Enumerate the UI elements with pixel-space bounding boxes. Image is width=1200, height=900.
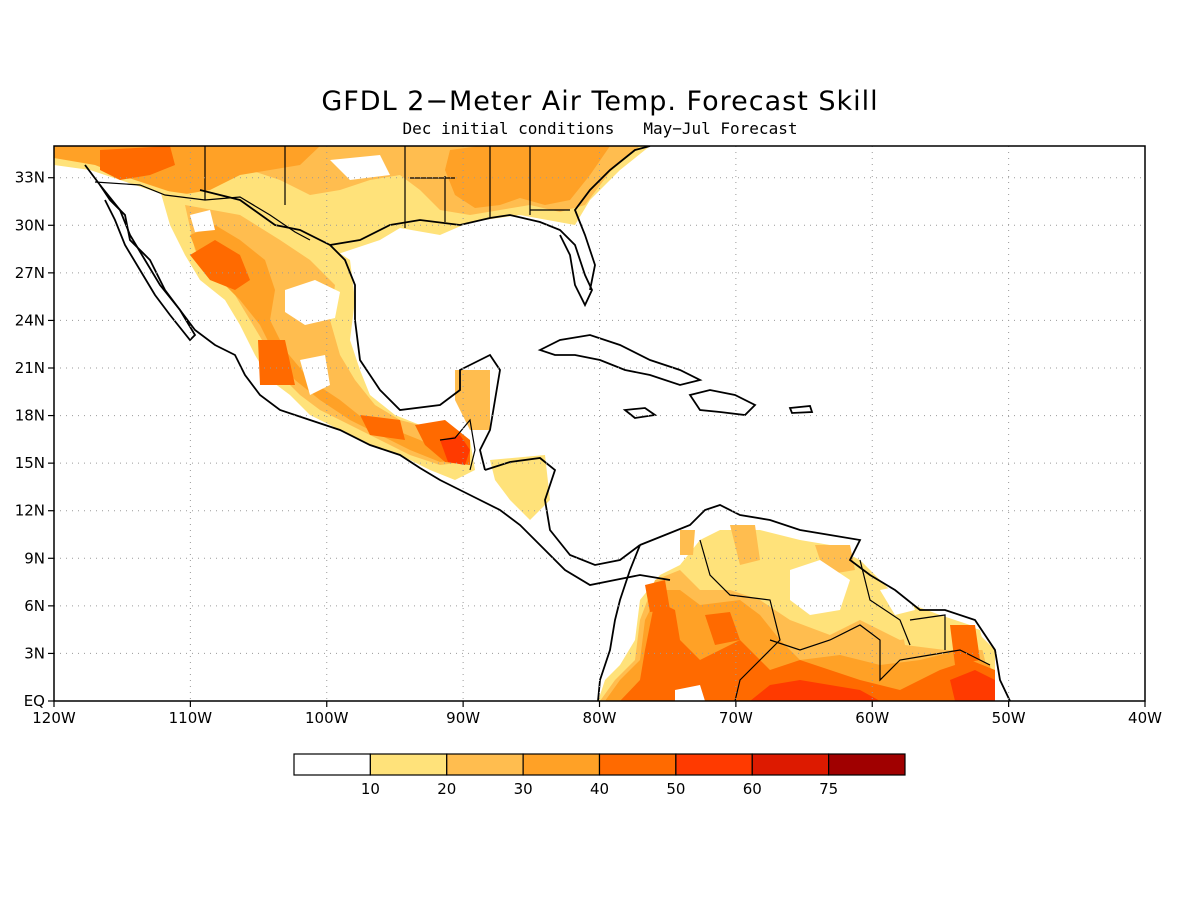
coastline-cuba — [537, 334, 703, 386]
lat-tick-label: 21N — [15, 359, 45, 377]
skill-region-southamerica-peak — [620, 600, 995, 701]
legend-swatch — [293, 753, 371, 776]
skill-gap-sa-1 — [790, 560, 850, 615]
skill-shading — [54, 146, 995, 701]
map-title: GFDL 2−Meter Air Temp. Forecast Skill — [321, 86, 879, 117]
lon-tick-label: 60W — [855, 709, 889, 727]
legend-label: 20 — [437, 780, 456, 798]
coastlines — [84, 146, 1011, 701]
legend-label: 50 — [666, 780, 685, 798]
skill-region-centralamerica — [490, 455, 550, 520]
skill-region-usa-peak — [100, 146, 175, 180]
coastline-baja — [99, 184, 197, 342]
coastline-florida-atlantic — [573, 146, 651, 291]
coastline-north-america — [84, 164, 671, 586]
skill-gap-mexico-2 — [300, 355, 330, 395]
lon-tick-label: 70W — [719, 709, 753, 727]
legend-label: 75 — [819, 780, 838, 798]
legend-swatch — [598, 753, 677, 776]
legend-label: 40 — [590, 780, 609, 798]
coastline-jamaica — [622, 407, 658, 419]
skill-region-mexico-high — [190, 225, 455, 462]
color-legend: 10 20 30 40 50 60 75 — [293, 753, 906, 798]
latitude-axis: EQ 3N 6N 9N 12N 15N 18N 21N 24N 27N 30N 33N — [15, 169, 54, 710]
lon-tick-label: 120W — [32, 709, 76, 727]
legend-swatch — [369, 753, 448, 776]
legend-label: 30 — [514, 780, 533, 798]
lon-tick-label: 50W — [992, 709, 1026, 727]
skill-region-guatemala-peak — [440, 435, 470, 465]
coastline-hispaniola — [688, 389, 757, 416]
lat-tick-label: 33N — [15, 169, 45, 187]
lon-tick-label: 110W — [169, 709, 213, 727]
border-guyanas — [859, 559, 946, 650]
lon-tick-label: 100W — [305, 709, 349, 727]
lat-tick-label: 6N — [24, 597, 45, 615]
lat-tick-label: 18N — [15, 407, 45, 425]
lat-tick-label: 15N — [15, 454, 45, 472]
lat-tick-label: 3N — [24, 644, 45, 662]
skill-region-usa-east — [445, 146, 610, 208]
legend-swatch — [675, 753, 753, 776]
lat-tick-label: 9N — [24, 549, 45, 567]
lon-tick-label: 90W — [446, 709, 480, 727]
border-guatemala — [439, 418, 476, 471]
skill-region-guyana-peak — [950, 625, 980, 665]
lat-tick-label: 27N — [15, 264, 45, 282]
skill-gap-sa-2 — [880, 585, 915, 615]
lon-tick-label: 40W — [1128, 709, 1162, 727]
legend-swatch — [828, 753, 906, 776]
coastline-gulf — [199, 189, 501, 471]
coastline-puerto-rico — [788, 405, 814, 414]
legend-swatch — [446, 753, 524, 776]
skill-region-colombia-peak — [645, 580, 740, 645]
gridlines — [54, 146, 1145, 701]
skill-gap-mexico-3 — [190, 210, 215, 232]
border-usa-mexico — [94, 181, 311, 241]
map-subtitle: Dec initial conditions May−Jul Forecast — [402, 119, 798, 138]
coastline-south-america — [639, 504, 1011, 701]
skill-region-yucatan — [455, 370, 490, 430]
lat-tick-label: 12N — [15, 502, 45, 520]
skill-gap-sa-3 — [675, 685, 705, 701]
skill-region-venezuela — [680, 525, 855, 575]
longitude-axis: 120W 110W 100W 90W 80W 70W 60W 50W 40W — [32, 701, 1162, 727]
lat-tick-label: 24N — [15, 311, 45, 329]
legend-swatch — [751, 753, 830, 776]
border-brazil-north — [769, 624, 991, 682]
lat-tick-label: 30N — [15, 216, 45, 234]
coastline-central-america — [484, 457, 641, 566]
legend-swatch — [522, 753, 601, 776]
legend-label: 10 — [361, 780, 380, 798]
skill-gap-usa-1 — [330, 155, 390, 180]
border-venezuela-colombia — [699, 539, 781, 701]
lat-tick-label: EQ — [24, 692, 45, 710]
skill-gap-mexico-1 — [285, 280, 340, 325]
skill-region-amazon-max — [750, 670, 995, 701]
legend-label: 60 — [743, 780, 762, 798]
lon-tick-label: 80W — [583, 709, 617, 727]
